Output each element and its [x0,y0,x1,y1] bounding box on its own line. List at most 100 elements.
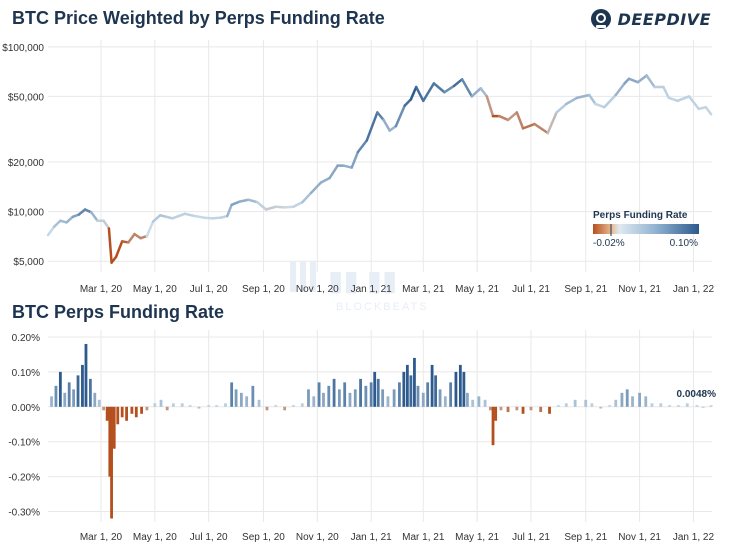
price-line-segment [394,104,406,128]
funding-bar [93,392,97,407]
price-line-segment [676,95,691,103]
funding-bar [430,364,434,407]
funding-bar [292,405,295,407]
price-line-segment [506,111,519,122]
price-line-segment [264,205,278,211]
funding-bar [548,406,551,414]
funding-bar [327,385,331,407]
funding-bar [300,403,304,407]
funding-bar [381,389,385,407]
legend-min-label: -0.02% [593,238,625,249]
funding-bar [491,406,495,446]
price-line-segment [443,84,456,94]
price-line-segment [432,82,446,94]
price-line-segment [687,95,701,111]
funding-bar [130,406,134,414]
price-line-segment [533,122,550,135]
funding-bar [112,406,116,449]
funding-bar [413,357,416,407]
funding-bar [67,382,71,407]
funding-bar [373,371,377,407]
funding-bar [458,364,462,407]
funding-bar [564,403,568,407]
funding-x-tick-label: Sep 1, 21 [564,532,607,543]
price-line-segment [636,74,648,84]
funding-bar [462,371,466,407]
funding-bar [120,406,124,418]
price-line-segment [225,203,233,218]
funding-bar [234,389,238,407]
funding-x-tick-label: Nov 1, 21 [618,532,661,543]
price-line-segment [46,225,56,237]
funding-bar [499,406,503,411]
diver-helmet-icon [590,9,611,29]
funding-bar [84,343,88,407]
price-line-segment [627,77,640,84]
price-x-tick-label: Jul 1, 20 [190,284,228,295]
price-line-segment [77,208,87,216]
funding-bar [644,396,648,407]
price-y-tick-label: $20,000 [8,158,45,169]
price-line-segment [565,96,579,106]
price-line-segment [247,198,259,204]
funding-bar [343,382,347,407]
price-line-segment [90,211,99,223]
funding-x-tick-label: Mar 1, 21 [402,532,445,543]
funding-bar [573,399,577,407]
funding-bar [76,375,80,407]
funding-bar [529,406,533,411]
funding-bar [63,392,67,407]
funding-bar [466,392,469,407]
funding-y-tick-label: 0.10% [12,368,40,379]
funding-bar [659,403,663,407]
price-line-segment [319,176,331,184]
funding-bar [386,396,390,407]
funding-bar [650,403,654,407]
price-line-segment [145,220,155,238]
funding-bar [521,406,525,414]
price-line-segment [497,114,510,122]
funding-bar [274,405,278,407]
funding-y-tick-label: 0.00% [12,403,40,414]
logo-text: DEEPDIVE [617,9,711,29]
funding-x-tick-label: May 1, 21 [455,532,499,543]
price-line-segment [65,215,74,224]
price-line-segment [460,78,474,98]
funding-bar [116,406,120,425]
funding-y-tick-label: -0.20% [8,473,40,484]
funding-bar [239,392,243,407]
funding-bar [54,385,58,407]
funding-bar [584,399,588,407]
funding-y-axis: 0.20% 0.10% 0.00% -0.10% -0.20% -0.30% [8,333,40,519]
price-line-segment [662,85,670,100]
price-line-segment [409,85,418,101]
funding-bar [50,396,53,407]
price-line-segment [515,111,525,130]
funding-bar [245,396,249,407]
price-line-segment [114,240,124,259]
price-line-segment [127,232,136,244]
price-line-segment [388,124,398,132]
funding-bar [405,364,409,407]
funding-bar [140,406,143,414]
funding-bar [556,405,560,407]
price-line-segment [356,139,369,154]
funding-bar [105,406,109,421]
price-x-tick-label: Sep 1, 20 [242,284,285,295]
funding-bar [685,403,689,407]
funding-bar [145,406,149,411]
price-line-segment [521,122,536,130]
price-line-segment [365,111,379,142]
funding-bar [353,389,357,407]
price-x-tick-label: May 1, 21 [455,284,499,295]
price-line-segment [645,74,656,89]
funding-bar [695,405,699,407]
price-line-segment [309,181,323,195]
funding-rate-legend: Perps Funding Rate -0.02% 0.10% [593,210,699,249]
price-line-segment [193,214,205,219]
funding-x-tick-label: Nov 1, 20 [296,532,339,543]
funding-x-tick-label: Jul 1, 20 [190,532,228,543]
price-line-segment [107,227,113,264]
price-line-segment [52,219,62,228]
price-x-tick-label: Mar 1, 20 [80,284,123,295]
